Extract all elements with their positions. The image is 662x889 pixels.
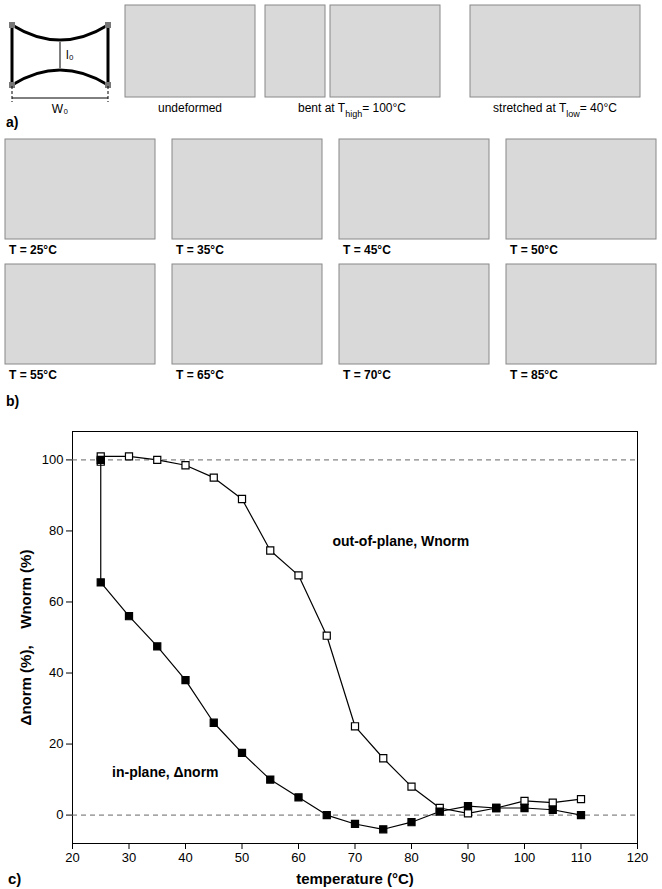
svg-text:T = 65°C: T = 65°C [176, 368, 224, 382]
svg-text:40: 40 [49, 665, 63, 680]
svg-text:0: 0 [56, 807, 63, 822]
svg-text:W₀: W₀ [52, 102, 68, 116]
svg-text:T = 70°C: T = 70°C [343, 368, 391, 382]
svg-text:a): a) [6, 114, 18, 130]
svg-text:90: 90 [461, 850, 475, 865]
svg-text:T = 25°C: T = 25°C [9, 243, 57, 257]
svg-text:20: 20 [49, 736, 63, 751]
svg-text:80: 80 [404, 850, 418, 865]
svg-text:undeformed: undeformed [158, 101, 222, 115]
svg-text:out-of-plane, Wnorm: out-of-plane, Wnorm [332, 533, 469, 549]
svg-text:110: 110 [571, 850, 592, 865]
svg-text:temperature (°C): temperature (°C) [296, 870, 414, 887]
html-text:c): c) [8, 870, 22, 887]
svg-text:100: 100 [514, 850, 536, 865]
svg-text:T = 35°C: T = 35°C [176, 243, 224, 257]
svg-text:b): b) [6, 393, 19, 409]
svg-text:T = 45°C: T = 45°C [343, 243, 391, 257]
svg-text:60: 60 [49, 594, 63, 609]
svg-text:60: 60 [291, 850, 305, 865]
svg-text:T = 55°C: T = 55°C [9, 368, 57, 382]
svg-text:120: 120 [627, 850, 649, 865]
svg-text:80: 80 [49, 523, 63, 538]
svg-text:100: 100 [42, 452, 64, 467]
svg-text:T = 85°C: T = 85°C [510, 368, 558, 382]
svg-text:bent at Thigh= 100°C: bent at Thigh= 100°C [298, 101, 406, 119]
svg-text:40: 40 [178, 850, 192, 865]
svg-text:in-plane, Δnorm: in-plane, Δnorm [112, 764, 219, 780]
svg-text:30: 30 [122, 850, 136, 865]
svg-text:l₀: l₀ [66, 48, 74, 62]
svg-text:T = 50°C: T = 50°C [510, 243, 558, 257]
svg-text:70: 70 [348, 850, 362, 865]
svg-text:stretched at Tlow= 40°C: stretched at Tlow= 40°C [493, 101, 617, 119]
svg-text:20: 20 [65, 850, 79, 865]
svg-text:Δnorm (%), Wnorm (%): Δnorm (%), Wnorm (%) [17, 550, 34, 726]
svg-text:50: 50 [235, 850, 249, 865]
